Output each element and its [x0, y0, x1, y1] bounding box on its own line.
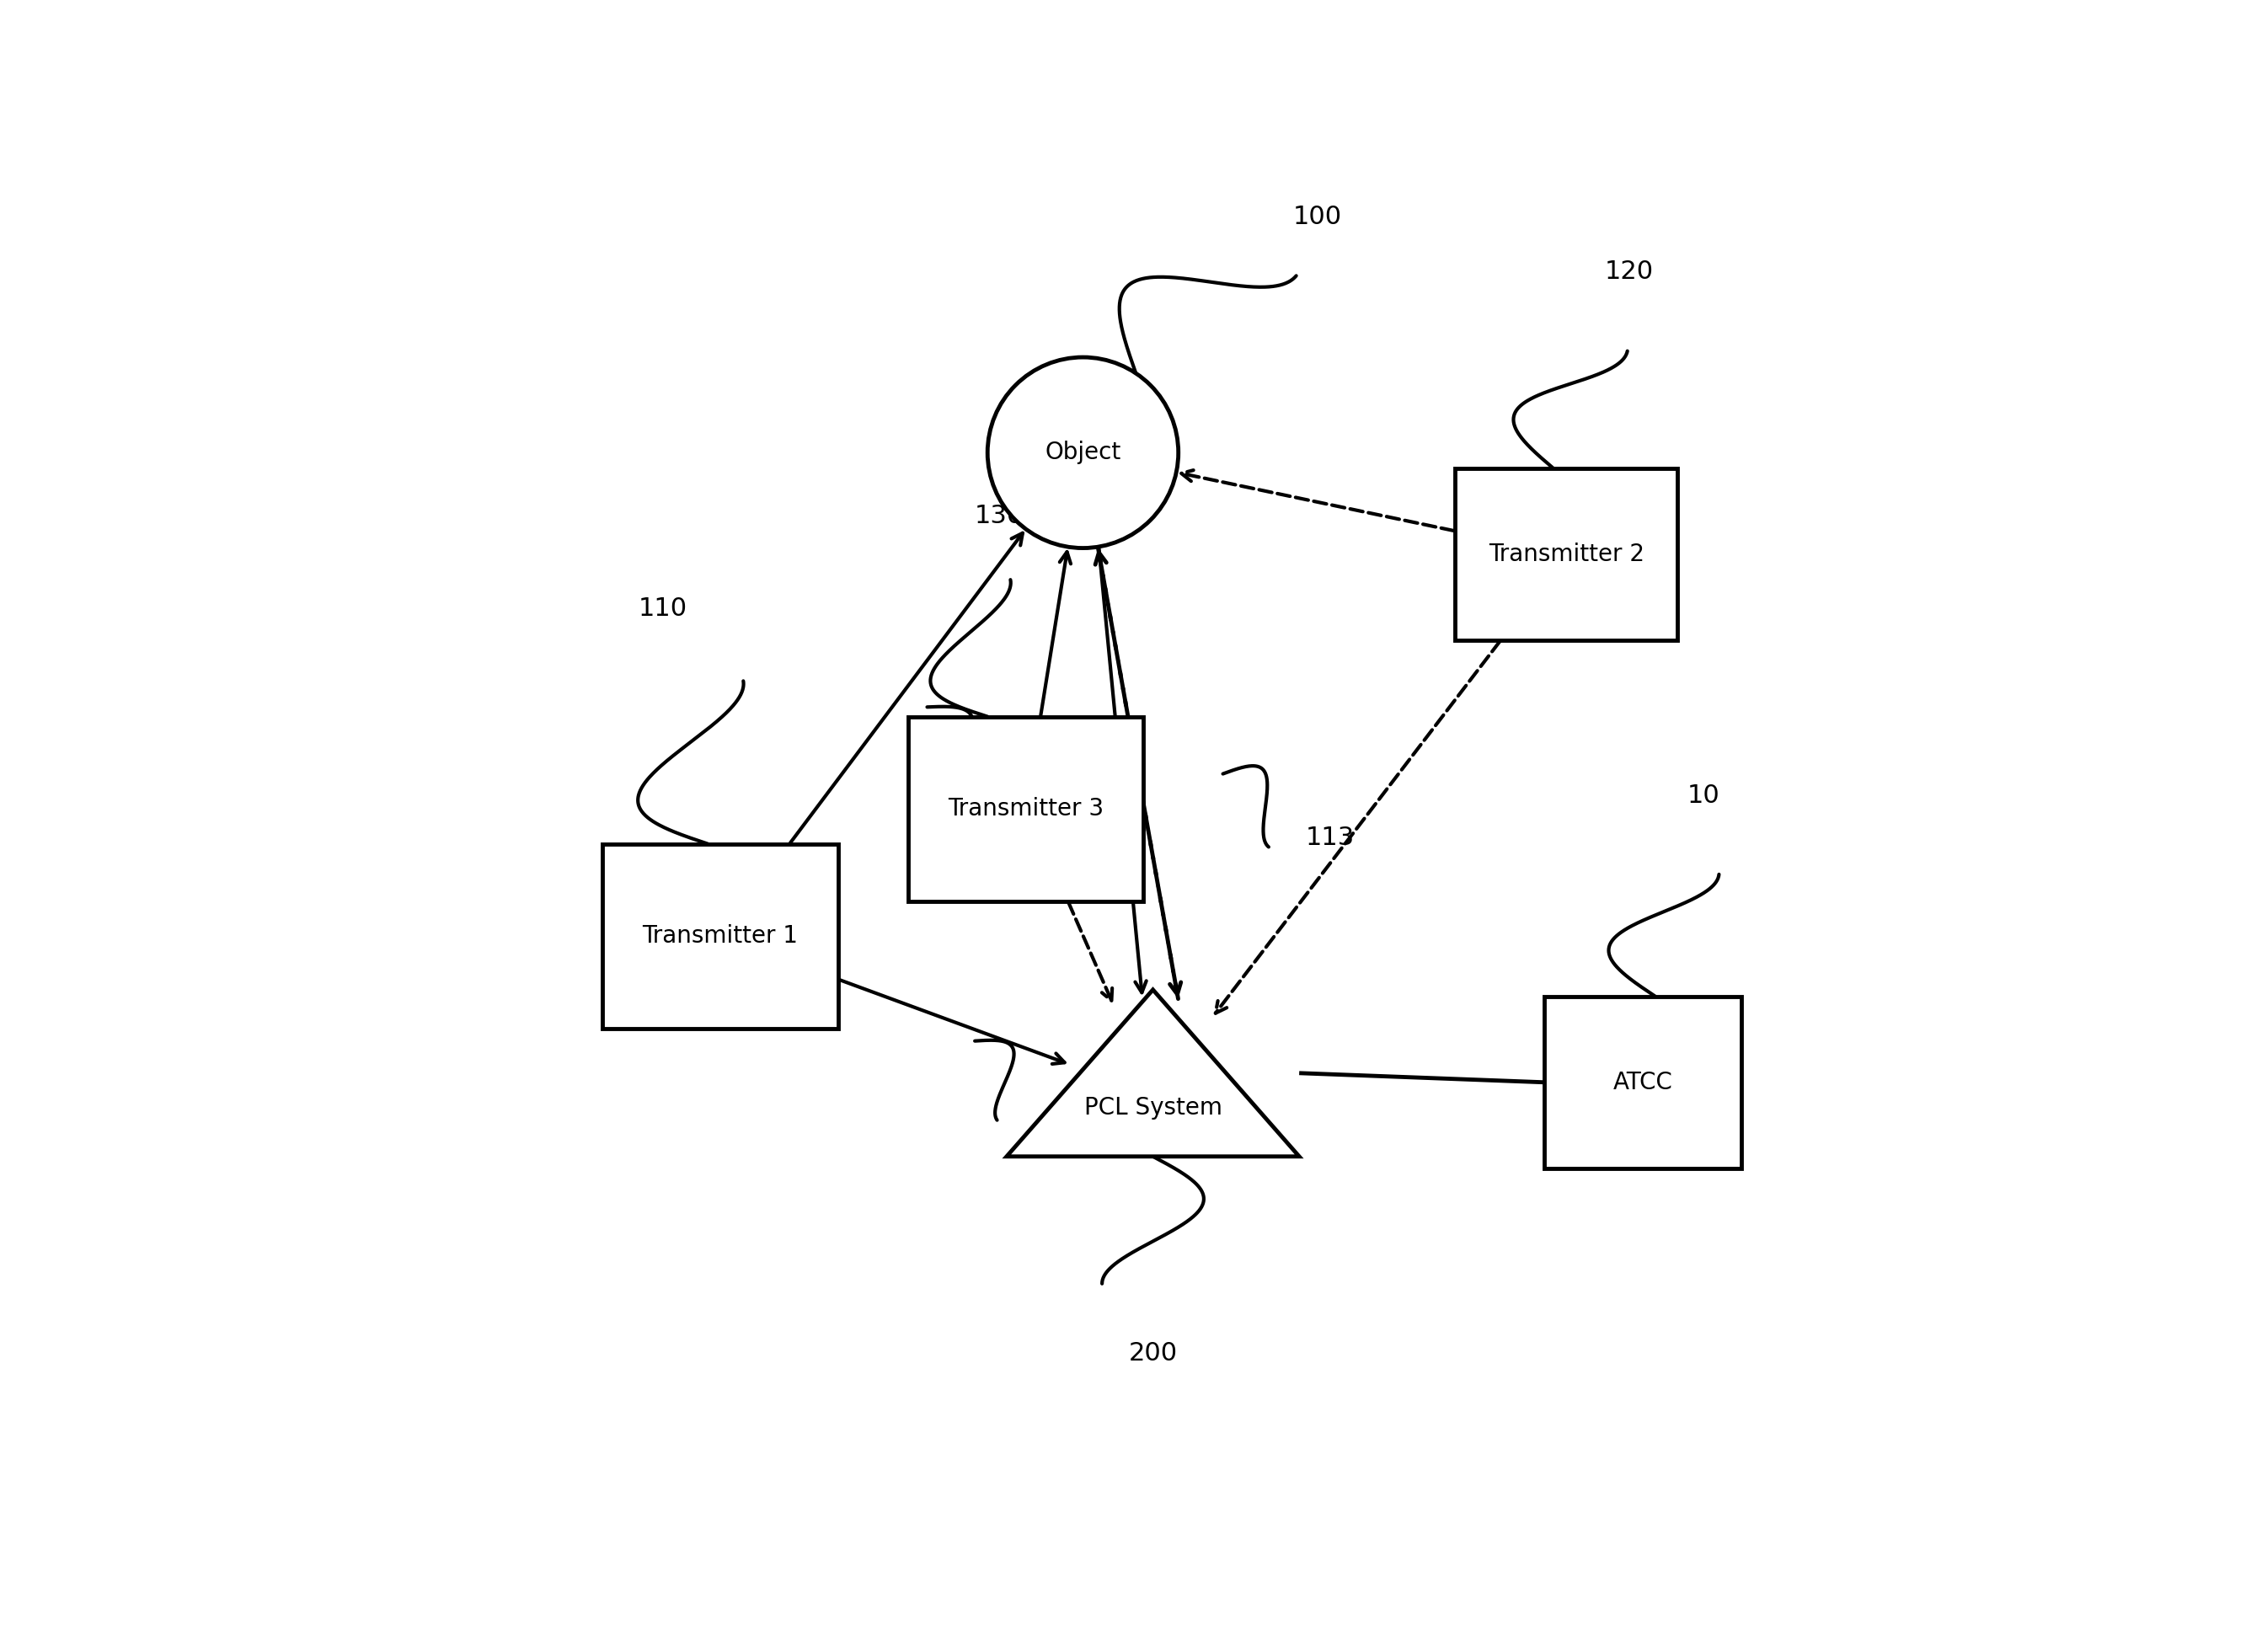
Text: 10: 10: [1687, 783, 1719, 808]
Text: Transmitter 2: Transmitter 2: [1488, 542, 1644, 567]
Text: 112: 112: [998, 796, 1045, 821]
Text: ATCC: ATCC: [1613, 1070, 1672, 1094]
Text: 111: 111: [1038, 1118, 1088, 1142]
FancyBboxPatch shape: [1545, 996, 1742, 1168]
FancyBboxPatch shape: [907, 717, 1142, 900]
Text: 120: 120: [1604, 259, 1654, 284]
Text: 100: 100: [1294, 205, 1341, 230]
Text: 113: 113: [1305, 826, 1355, 849]
Text: Transmitter 3: Transmitter 3: [948, 796, 1104, 821]
FancyBboxPatch shape: [1454, 469, 1678, 641]
Polygon shape: [1007, 990, 1298, 1156]
Text: Object: Object: [1045, 441, 1122, 464]
Text: Transmitter 1: Transmitter 1: [642, 923, 798, 948]
Text: 200: 200: [1129, 1341, 1179, 1365]
Text: PCL System: PCL System: [1083, 1095, 1221, 1120]
FancyBboxPatch shape: [602, 844, 839, 1028]
Text: 130: 130: [975, 504, 1025, 529]
Circle shape: [988, 357, 1179, 548]
Text: 110: 110: [638, 596, 688, 621]
